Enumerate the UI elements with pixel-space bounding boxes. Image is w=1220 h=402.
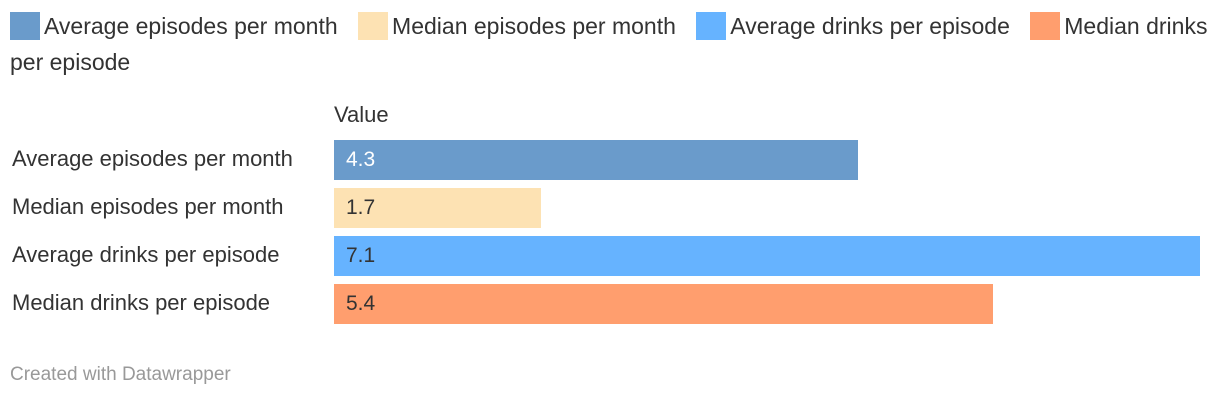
bar: 4.3 bbox=[334, 140, 858, 180]
bar-value-label: 4.3 bbox=[346, 148, 376, 171]
row-label: Average episodes per month bbox=[12, 146, 293, 171]
legend-item-median-drinks: Median drinks per episode bbox=[10, 12, 1208, 75]
row-label: Average drinks per episode bbox=[12, 242, 280, 267]
legend-item-median-episodes: Median episodes per month bbox=[358, 12, 676, 40]
legend-label: Average drinks per episode bbox=[730, 13, 1010, 39]
legend-label: Median drinks per episode bbox=[10, 13, 1208, 75]
bar: 5.4 bbox=[334, 284, 993, 324]
legend-swatch bbox=[10, 12, 40, 40]
bar: 1.7 bbox=[334, 188, 541, 228]
legend-item-average-drinks: Average drinks per episode bbox=[696, 12, 1010, 40]
bar-value-label: 5.4 bbox=[346, 292, 376, 315]
legend-swatch bbox=[1030, 12, 1061, 40]
column-header: Value bbox=[334, 102, 389, 127]
bar-value-label: 1.7 bbox=[346, 196, 376, 219]
row-label: Median episodes per month bbox=[12, 194, 284, 219]
bar: 7.1 bbox=[334, 236, 1200, 276]
bar-value-label: 7.1 bbox=[346, 244, 376, 267]
legend-item-average-episodes: Average episodes per month bbox=[10, 12, 338, 40]
row-label: Median drinks per episode bbox=[12, 290, 271, 315]
chart-legend: Average episodes per month Median episod… bbox=[10, 8, 1210, 80]
legend-label: Median episodes per month bbox=[392, 13, 676, 39]
credit-footer: Created with Datawrapper bbox=[10, 364, 231, 385]
legend-swatch bbox=[358, 12, 389, 40]
legend-swatch bbox=[696, 12, 727, 40]
legend-label: Average episodes per month bbox=[44, 13, 338, 39]
